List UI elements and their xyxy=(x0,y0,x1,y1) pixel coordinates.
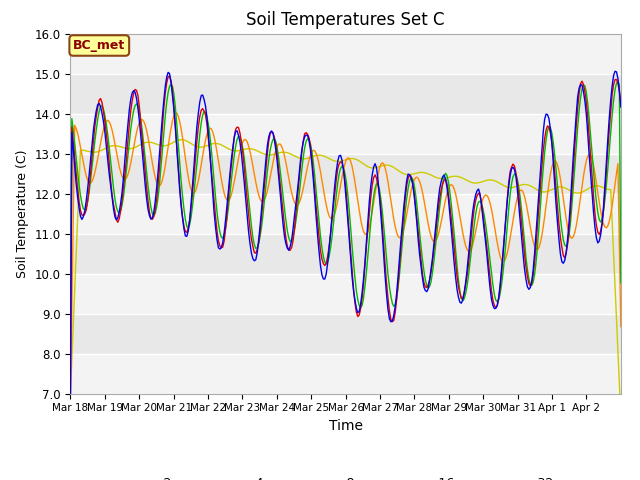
Bar xyxy=(70,34,621,73)
X-axis label: Time: Time xyxy=(328,419,363,433)
Bar xyxy=(70,114,621,154)
Legend: -2cm, -4cm, -8cm, -16cm, -32cm: -2cm, -4cm, -8cm, -16cm, -32cm xyxy=(113,472,578,480)
Y-axis label: Soil Temperature (C): Soil Temperature (C) xyxy=(16,149,29,278)
Text: BC_met: BC_met xyxy=(73,39,125,52)
Bar xyxy=(70,193,621,234)
Bar xyxy=(70,274,621,313)
Bar xyxy=(70,354,621,394)
Title: Soil Temperatures Set C: Soil Temperatures Set C xyxy=(246,11,445,29)
